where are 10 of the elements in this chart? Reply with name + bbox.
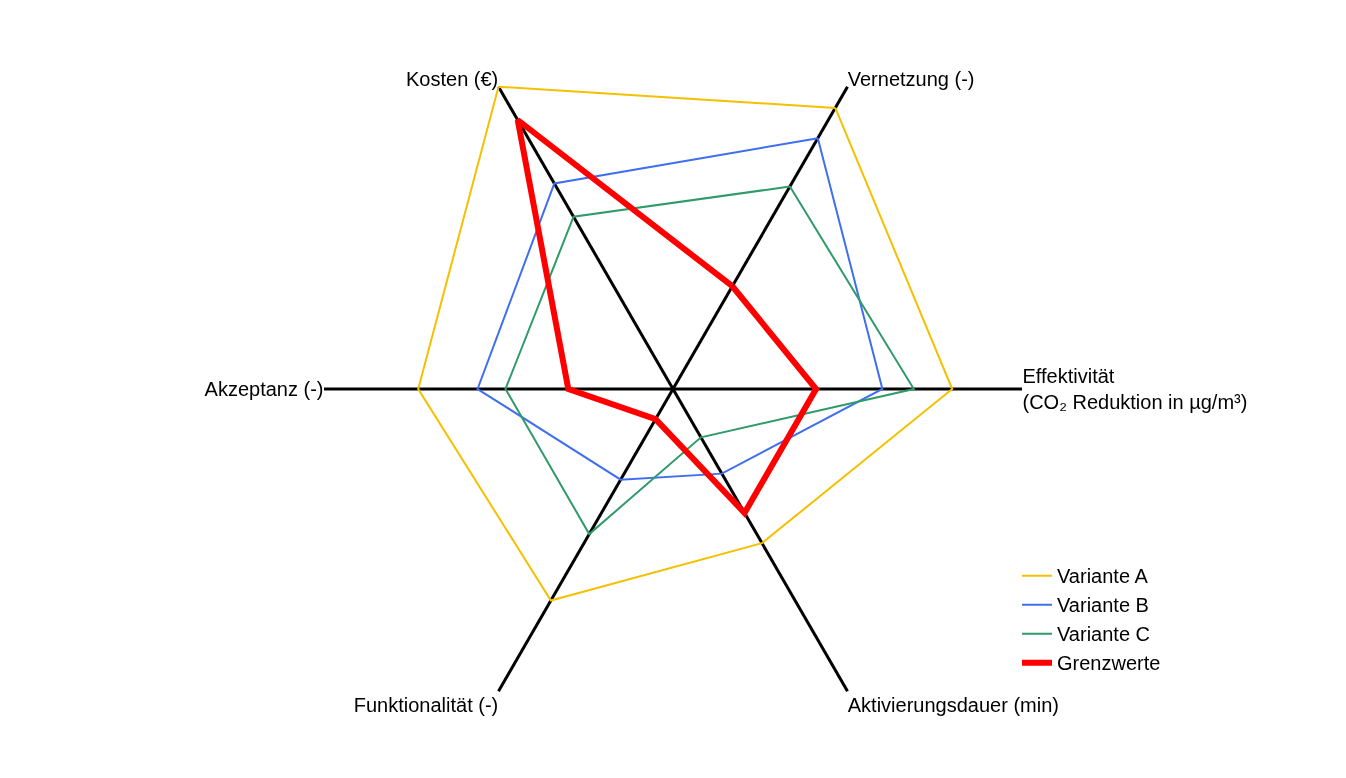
legend-label: Variante C [1057, 623, 1151, 646]
legend-label: Variante A [1057, 565, 1149, 588]
spoke-label: Funktionalität (-) [353, 694, 499, 717]
spoke-label: Kosten (€) [405, 68, 499, 91]
spoke-label: Effektivität (CO₂ Reduktion in µg/m³) [1022, 365, 1248, 413]
spoke-label: Vernetzung (-) [847, 68, 975, 91]
spoke-label: Akzeptanz (-) [204, 378, 324, 400]
legend-label: Grenzwerte [1057, 652, 1161, 675]
spoke-label: Aktivierungsdauer (min) [847, 694, 1059, 717]
legend-label: Variante B [1057, 594, 1149, 617]
